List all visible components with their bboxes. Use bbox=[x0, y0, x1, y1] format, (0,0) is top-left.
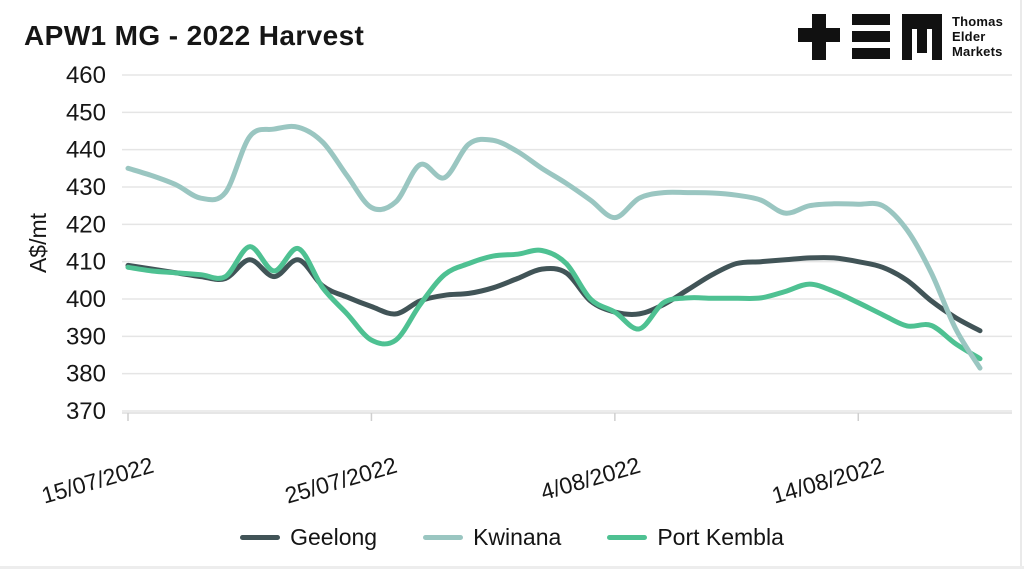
logo-line-2: Elder bbox=[952, 29, 986, 44]
legend-label-port-kembla: Port Kembla bbox=[657, 524, 784, 550]
bottom-edge-divider bbox=[0, 566, 1024, 569]
legend-swatch-port-kembla bbox=[607, 535, 648, 540]
logo-wordmark: Thomas Elder Markets bbox=[952, 14, 1003, 59]
y-tick-label-400: 400 bbox=[66, 286, 106, 313]
y-tick-label-430: 430 bbox=[66, 174, 106, 201]
tem-logo: Thomas Elder Markets bbox=[796, 12, 1008, 64]
x-tick-label-4-08-2022: 4/08/2022 bbox=[538, 452, 644, 505]
series-line-port-kembla bbox=[125, 244, 983, 362]
logo-line-1: Thomas bbox=[952, 14, 1004, 29]
y-tick-label-460: 460 bbox=[66, 62, 106, 89]
triple-bar-glyph-icon bbox=[852, 14, 890, 60]
y-tick-label-380: 380 bbox=[66, 361, 106, 388]
m-glyph-icon bbox=[902, 14, 942, 60]
series-line-geelong bbox=[125, 255, 983, 334]
x-tick-label-15-07-2022: 15/07/2022 bbox=[39, 452, 157, 509]
chart-title: APW1 MG - 2022 Harvest bbox=[24, 20, 365, 51]
series-line-kwinana bbox=[125, 123, 983, 371]
y-tick-label-390: 390 bbox=[66, 323, 106, 350]
y-tick-label-450: 450 bbox=[66, 99, 106, 126]
y-tick-label-440: 440 bbox=[66, 137, 106, 164]
y-tick-label-420: 420 bbox=[66, 211, 106, 238]
legend: Geelong Kwinana Port Kembla bbox=[0, 524, 1024, 551]
legend-item-kwinana[interactable]: Kwinana bbox=[423, 524, 561, 551]
legend-swatch-kwinana bbox=[423, 535, 464, 540]
legend-item-geelong[interactable]: Geelong bbox=[240, 524, 377, 551]
right-edge-divider bbox=[1020, 0, 1022, 569]
y-axis-title: A$/mt bbox=[25, 212, 51, 273]
legend-item-port-kembla[interactable]: Port Kembla bbox=[607, 524, 784, 551]
legend-label-kwinana: Kwinana bbox=[473, 524, 562, 550]
legend-label-geelong: Geelong bbox=[290, 524, 378, 550]
plus-glyph-icon bbox=[798, 14, 840, 60]
legend-swatch-geelong bbox=[240, 535, 281, 540]
x-tick-label-14-08-2022: 14/08/2022 bbox=[769, 452, 887, 509]
y-tick-label-410: 410 bbox=[66, 249, 106, 276]
logo-line-3: Markets bbox=[952, 44, 1003, 59]
x-tick-label-25-07-2022: 25/07/2022 bbox=[282, 452, 400, 509]
y-tick-label-370: 370 bbox=[66, 398, 106, 425]
